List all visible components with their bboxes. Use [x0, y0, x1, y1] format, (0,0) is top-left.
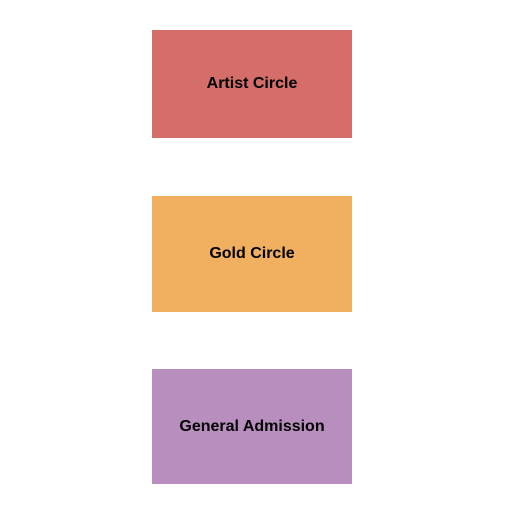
section-general-admission[interactable]: General Admission [152, 369, 352, 484]
section-gold-circle[interactable]: Gold Circle [152, 196, 352, 312]
section-label: Artist Circle [207, 75, 298, 93]
section-label: Gold Circle [209, 245, 294, 263]
section-label: General Admission [179, 418, 324, 436]
section-artist-circle[interactable]: Artist Circle [152, 30, 352, 138]
